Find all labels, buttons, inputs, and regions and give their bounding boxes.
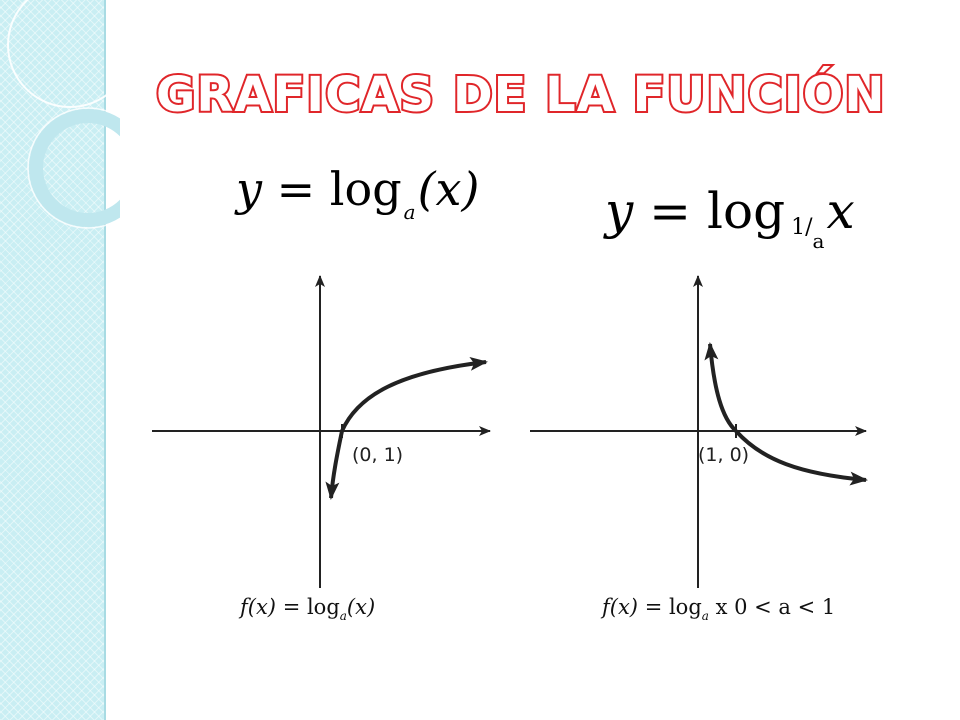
formula-log: log <box>329 162 402 216</box>
caption-eq: = log <box>638 595 702 619</box>
formula-equals: = <box>276 162 316 216</box>
formula-y: y <box>236 162 262 216</box>
formula-equals: = <box>649 182 692 240</box>
formula-arg: x <box>826 182 855 240</box>
formula-arg: (x) <box>417 162 480 216</box>
deco-circle-ring <box>29 109 120 227</box>
caption-f: f(x) <box>238 595 276 619</box>
graph2-caption: f(x) = loga x 0 < a < 1 <box>600 595 835 623</box>
caption-f: f(x) <box>600 595 638 619</box>
formula-y: y <box>605 182 634 240</box>
caption-base: a <box>340 609 347 623</box>
graph2-curve-lower <box>734 429 868 486</box>
slide-title: GRAFICAS DE LA FUNCIÓN <box>154 65 887 125</box>
graph-decreasing: (1, 0) f(x) = loga x 0 < a < 1 <box>530 275 868 623</box>
formula-base: a <box>403 200 416 224</box>
caption-arg: x 0 < a < 1 <box>709 595 835 619</box>
caption-eq: = log <box>276 595 340 619</box>
deco-circle-large <box>7 0 120 108</box>
graph1-curve-upper <box>340 356 488 432</box>
formula-base-numerator: 1/ <box>791 215 813 240</box>
formula-base-denominator: a <box>812 229 825 253</box>
graph1-point-label: (0, 1) <box>352 444 403 466</box>
graph2-curve-upper <box>704 342 738 433</box>
formula-log-a: y = log a(x) <box>236 162 480 224</box>
caption-arg: (x) <box>347 595 375 619</box>
graph-increasing: (0, 1) f(x) = loga(x) <box>152 275 491 623</box>
formula-log: log <box>706 182 786 240</box>
caption-base: a <box>702 609 709 623</box>
formula-log-inverse-a: y = log 1/ax <box>605 182 855 253</box>
decorative-circles <box>7 0 120 229</box>
graph1-caption: f(x) = loga(x) <box>238 595 375 623</box>
graph2-point-label: (1, 0) <box>698 444 749 466</box>
deco-circle-ring-outline <box>27 107 120 229</box>
graph1-curve-lower <box>325 430 344 500</box>
